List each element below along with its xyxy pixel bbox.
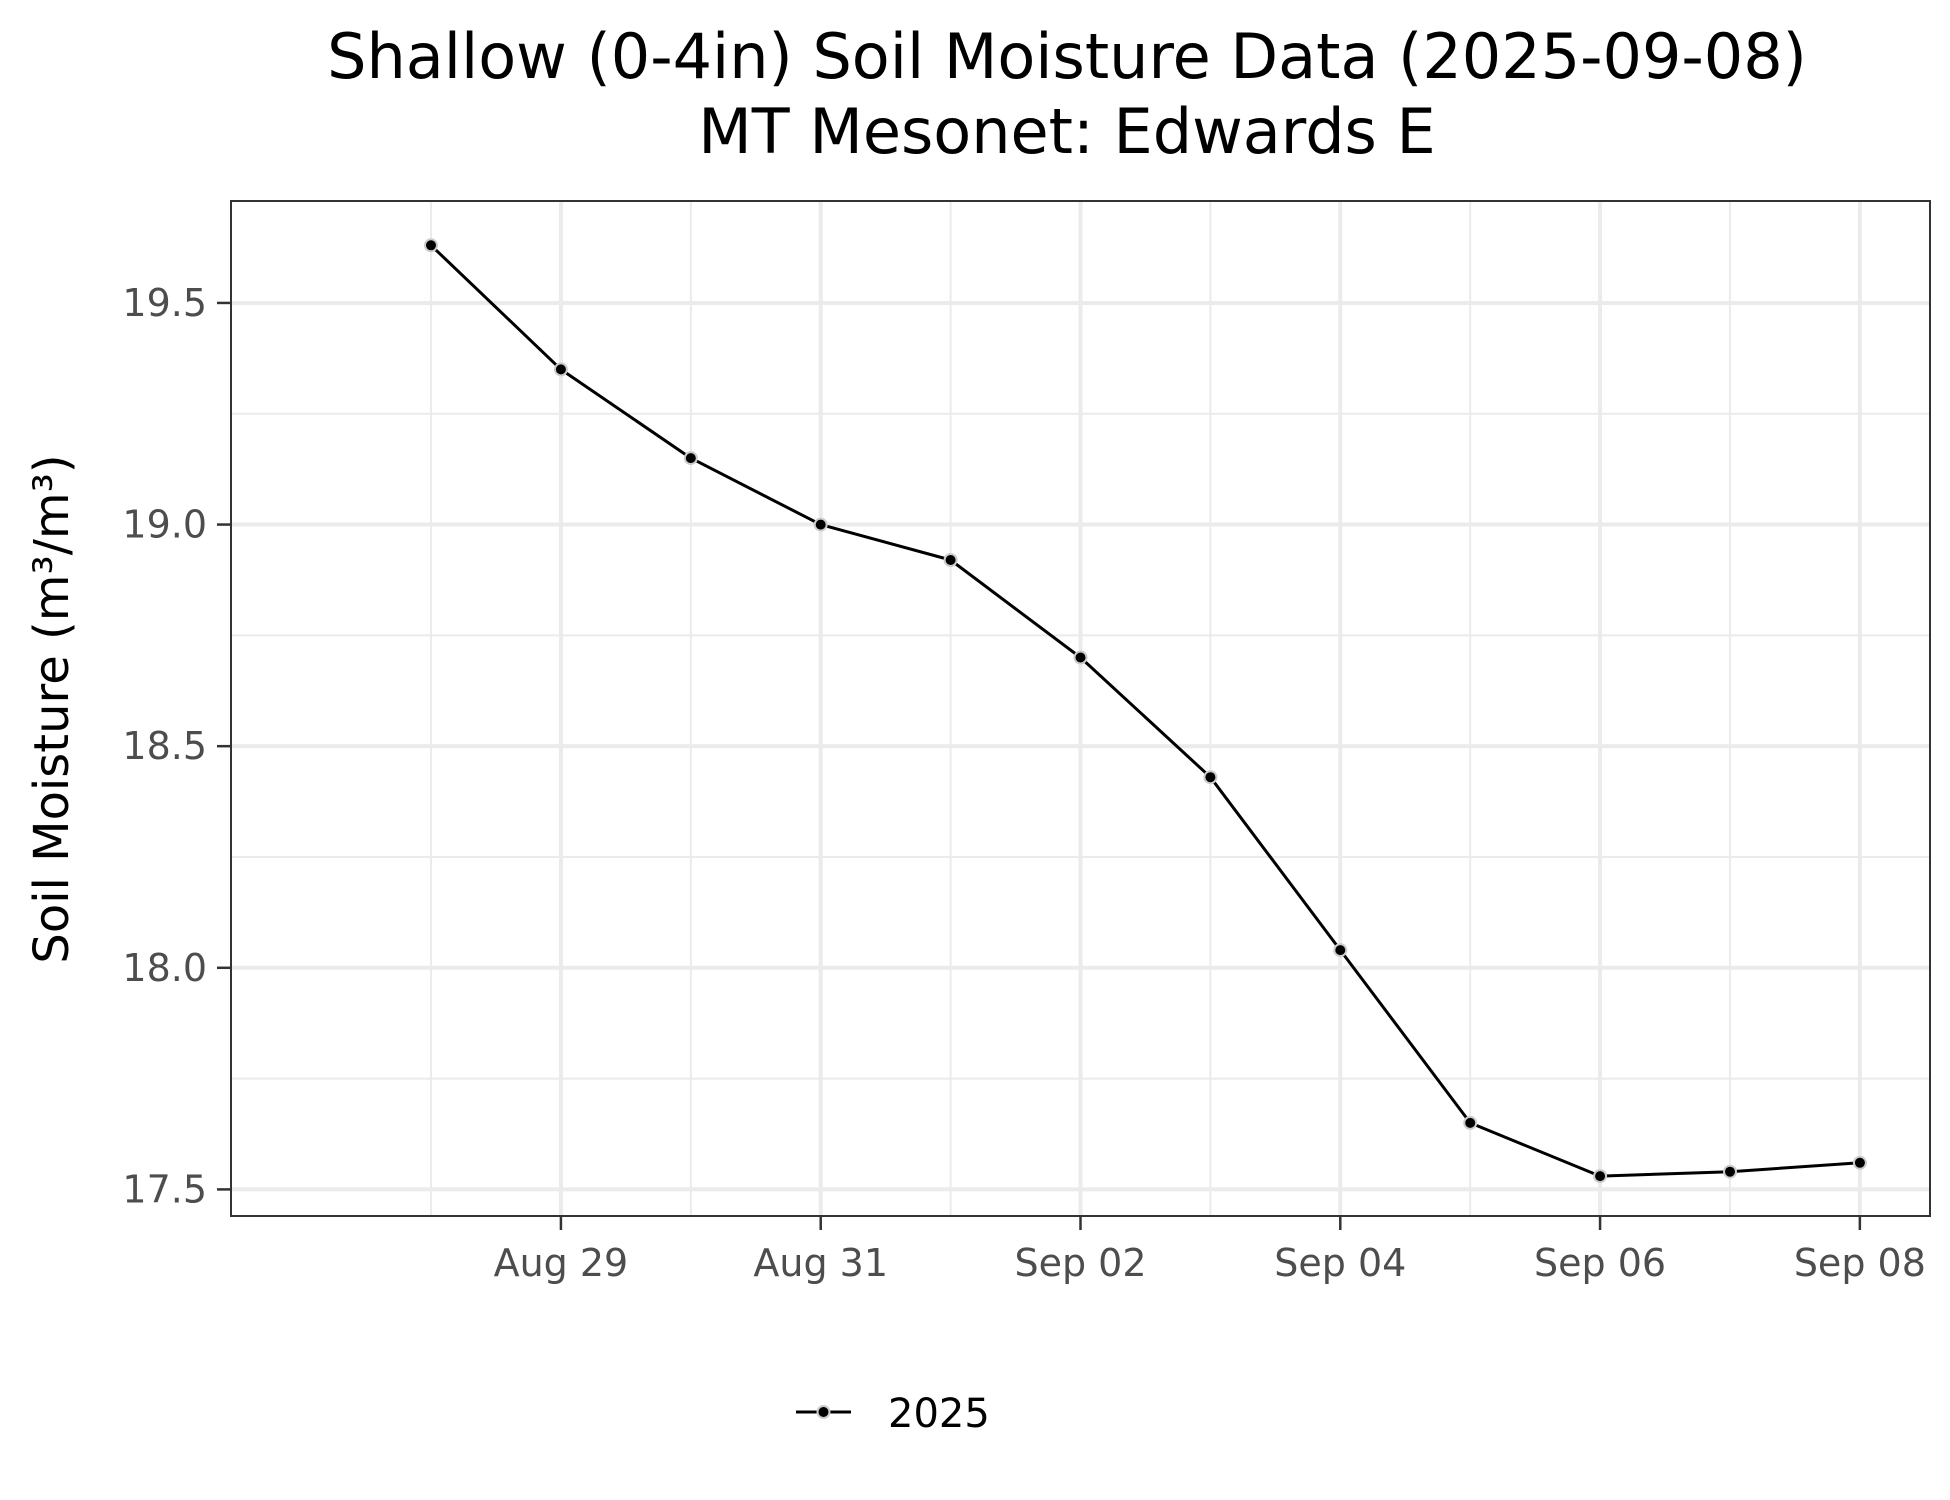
y-tick-label: 17.5: [122, 1167, 207, 1211]
chart-title: Shallow (0-4in) Soil Moisture Data (2025…: [327, 20, 1807, 93]
data-point: [1593, 1169, 1608, 1184]
data-point: [813, 517, 828, 532]
data-point: [683, 451, 698, 466]
data-point: [1463, 1115, 1478, 1130]
data-point: [1203, 770, 1218, 785]
legend-key-point: [816, 1405, 831, 1419]
x-axis: Aug 29 Aug 31 Sep 02 Sep 04 Sep 06 Sep 08: [494, 1216, 1926, 1285]
legend-label-2025: 2025: [888, 1391, 990, 1437]
x-tick-label: Aug 29: [494, 1241, 629, 1285]
x-tick-label: Sep 06: [1534, 1241, 1666, 1285]
grid-major: [231, 201, 1930, 1216]
data-point: [424, 238, 438, 253]
y-tick-label: 18.0: [122, 946, 207, 990]
data-point: [1333, 943, 1348, 958]
series-line-2025: [429, 244, 1861, 1178]
y-tick-label: 18.5: [122, 724, 207, 768]
data-point: [1723, 1164, 1737, 1179]
data-point: [943, 553, 958, 567]
legend: 2025: [796, 1391, 990, 1437]
data-point: [1073, 650, 1088, 665]
y-tick-label: 19.5: [122, 281, 207, 325]
x-tick-label: Sep 02: [1014, 1241, 1146, 1285]
y-tick-label: 19.0: [122, 503, 207, 547]
y-axis: 17.5 18.0 18.5 19.0 19.5: [122, 281, 231, 1211]
x-tick-label: Sep 04: [1274, 1241, 1406, 1285]
x-tick-label: Sep 08: [1794, 1241, 1926, 1285]
data-point: [1852, 1155, 1867, 1170]
series-layer: [424, 238, 1867, 1184]
chart-subtitle: MT Mesonet: Edwards E: [698, 95, 1435, 168]
data-point: [553, 362, 568, 377]
x-tick-label: Aug 31: [753, 1241, 888, 1285]
y-axis-title: Soil Moisture (m³/m³): [24, 454, 80, 963]
